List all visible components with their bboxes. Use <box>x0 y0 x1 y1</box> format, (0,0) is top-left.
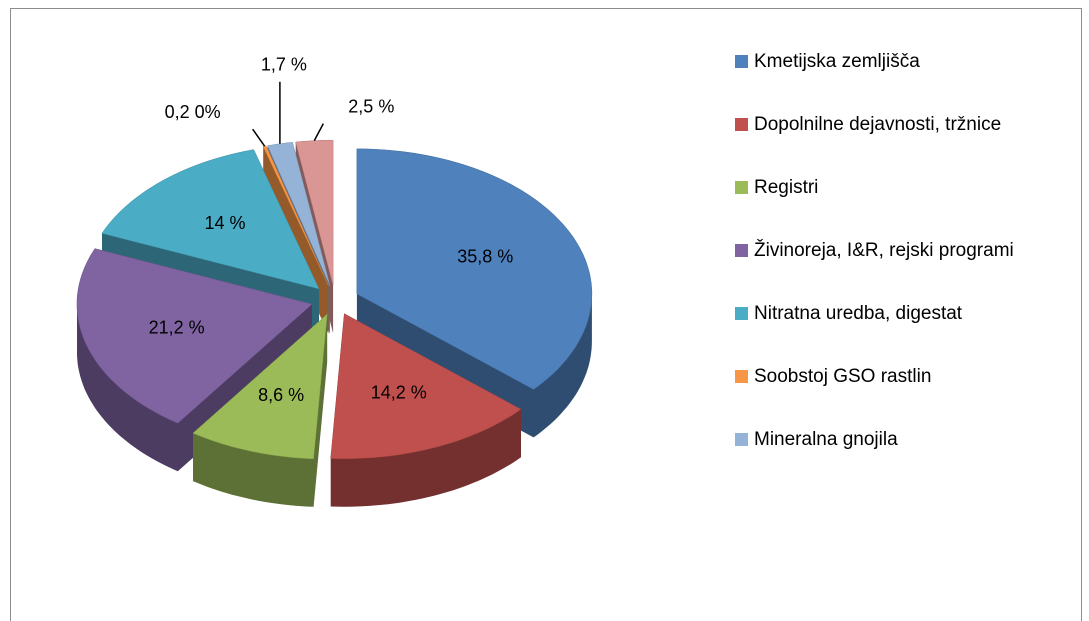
legend-swatch <box>735 370 748 383</box>
legend-label: Registri <box>754 177 819 198</box>
legend-entry: Registri <box>735 173 1089 203</box>
data-label: 1,7 % <box>261 55 307 75</box>
legend-swatch <box>735 55 748 68</box>
legend-entry: Živinoreja, I&R, rejski programi <box>735 236 1089 266</box>
legend-entry: Kmetijska zemljišča <box>735 47 1089 77</box>
legend-label: Mineralna gnojila <box>754 429 898 450</box>
legend-swatch <box>735 433 748 446</box>
slice <box>101 149 320 290</box>
slice <box>76 248 313 424</box>
data-label: 8,6 % <box>258 385 304 405</box>
slice <box>330 313 522 459</box>
legend-entry: Mineralna gnojila <box>735 425 1089 455</box>
data-label: 14 % <box>205 213 246 233</box>
leader-line <box>313 123 324 141</box>
legend-entry: Nitratna uredba, digestat <box>735 299 1089 329</box>
slice <box>356 148 593 390</box>
chart-frame <box>10 8 1082 621</box>
slice <box>267 142 331 286</box>
legend-entry: Soobstoj GSO rastlin <box>735 362 1089 392</box>
legend-label: Živinoreja, I&R, rejski programi <box>754 240 1014 261</box>
slice <box>295 139 334 286</box>
legend-label: Nitratna uredba, digestat <box>754 303 963 324</box>
legend-swatch <box>735 307 748 320</box>
legend-label: Soobstoj GSO rastlin <box>754 366 932 387</box>
data-label: 35,8 % <box>457 247 513 267</box>
legend-swatch <box>735 118 748 131</box>
slice <box>192 313 328 460</box>
legend-swatch <box>735 181 748 194</box>
data-label: 0,2 0% <box>165 102 221 122</box>
legend-swatch <box>735 244 748 257</box>
data-label: 2,5 % <box>348 96 394 116</box>
leader-line <box>252 128 266 147</box>
legend-entry: Dopolnilne dejavnosti, tržnice <box>735 110 1089 140</box>
data-label: 21,2 % <box>149 317 205 337</box>
legend-label: Dopolnilne dejavnosti, tržnice <box>754 114 1002 135</box>
legend-label: Kmetijska zemljišča <box>754 51 920 72</box>
data-label: 14,2 % <box>371 383 427 403</box>
